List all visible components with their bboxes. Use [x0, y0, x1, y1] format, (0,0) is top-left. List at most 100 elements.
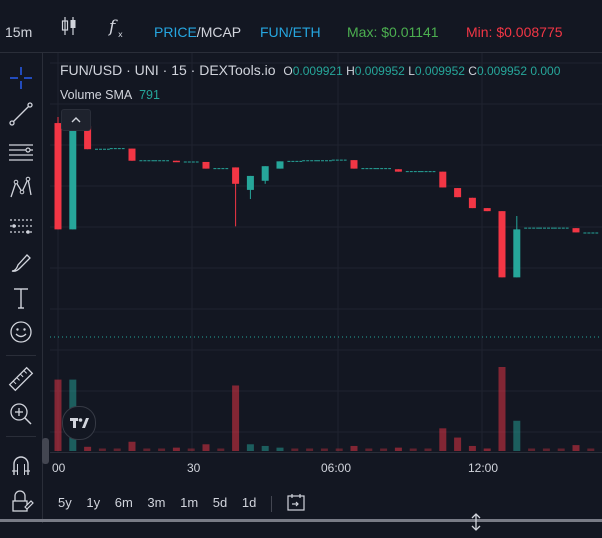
lock-drawings-icon[interactable] — [6, 485, 36, 515]
volume-bar — [409, 448, 417, 451]
text-icon[interactable] — [6, 283, 36, 313]
high-value: 0.009952 — [354, 64, 405, 78]
max-price-label: Max: $0.01141 — [347, 24, 439, 40]
trendline-icon[interactable] — [6, 99, 36, 129]
volume-bar — [98, 448, 106, 451]
range-5d-button[interactable]: 5d — [212, 494, 228, 510]
emoji-icon[interactable] — [6, 317, 36, 347]
volume-bar — [306, 448, 314, 451]
low-key: L — [408, 64, 415, 78]
volume-bar — [483, 448, 491, 451]
forecast-icon[interactable] — [6, 210, 36, 240]
volume-bar — [113, 448, 121, 451]
volume-bar — [394, 447, 402, 451]
range-1d-button[interactable]: 1d — [241, 494, 257, 510]
candle-body — [468, 197, 476, 209]
close-value: 0.009952 0.000 — [476, 64, 561, 78]
tradingview-logo[interactable] — [62, 406, 96, 440]
candle-body — [454, 188, 462, 198]
candle-body — [202, 161, 210, 169]
candle-body — [54, 123, 62, 230]
candle-body — [439, 171, 447, 188]
resize-icon[interactable] — [468, 512, 484, 532]
high-key: H — [346, 64, 355, 78]
chart-legend: FUN/USD · UNI · 15 · DEXTools.io O0.0099… — [60, 62, 560, 78]
volume-bar — [468, 445, 476, 451]
volume-bar — [365, 448, 373, 451]
interval-button[interactable]: 15m — [5, 24, 33, 40]
range-3m-button[interactable]: 3m — [147, 494, 166, 510]
volume-bar — [187, 448, 195, 451]
volume-bar — [246, 444, 254, 451]
volume-bar — [335, 448, 343, 451]
fun-eth-toggle[interactable]: FUN/ETH — [260, 24, 321, 40]
svg-text:x: x — [118, 30, 123, 39]
collapse-legend-button[interactable] — [61, 109, 91, 131]
candle-body — [498, 211, 506, 278]
date-range-bar: 5y 1y 6m 3m 1m 5d 1d — [58, 492, 306, 512]
volume-bar — [320, 448, 328, 451]
toolbar-separator — [6, 436, 36, 437]
candle-body — [572, 228, 580, 233]
volume-legend[interactable]: Volume SMA 791 — [60, 88, 160, 102]
toolbar-separator — [6, 355, 36, 356]
candles-style-icon[interactable] — [60, 16, 78, 36]
mcap-option: MCAP — [200, 24, 242, 40]
time-label: 06:00 — [321, 461, 352, 475]
volume-value: 791 — [139, 88, 160, 102]
brush-icon[interactable] — [6, 247, 36, 277]
volume-bar — [172, 447, 180, 451]
magnet-icon[interactable] — [6, 450, 36, 480]
volume-bar — [528, 448, 536, 451]
range-5y-button[interactable]: 5y — [58, 494, 72, 510]
candle-body — [261, 166, 269, 181]
pane-divider[interactable] — [0, 519, 602, 522]
volume-bar — [572, 445, 580, 451]
volume-bar — [54, 379, 62, 451]
ruler-icon[interactable] — [6, 364, 36, 394]
range-1m-button[interactable]: 1m — [180, 494, 199, 510]
volume-bar — [202, 444, 210, 451]
volume-bar — [513, 420, 521, 451]
volume-bar — [158, 448, 166, 451]
open-value: 0.009921 — [292, 64, 343, 78]
crosshair-icon[interactable] — [6, 63, 36, 93]
range-1y-button[interactable]: 1y — [86, 494, 101, 510]
zoom-in-icon[interactable] — [6, 399, 36, 429]
goto-date-icon[interactable] — [286, 492, 306, 515]
volume-bar — [291, 448, 299, 451]
candle-body — [128, 148, 136, 161]
volume-bar — [439, 428, 447, 451]
volume-bar — [350, 445, 358, 451]
horizontal-lines-icon[interactable] — [6, 137, 36, 167]
toolbar-scroll-handle[interactable] — [42, 438, 49, 464]
time-label: 12:00 — [468, 461, 499, 475]
volume-bar — [424, 448, 432, 451]
candle-body — [276, 161, 284, 169]
volume-bar — [232, 385, 240, 451]
volume-bar — [498, 367, 506, 451]
price-mcap-toggle[interactable]: PRICE/MCAP — [154, 0, 241, 52]
low-value: 0.009952 — [414, 64, 465, 78]
candle-body — [232, 167, 240, 184]
candle-body — [513, 229, 521, 278]
volume-bar — [84, 446, 92, 451]
volume-bar — [276, 447, 284, 451]
range-6m-button[interactable]: 6m — [114, 494, 133, 510]
candle-body — [84, 126, 92, 150]
candle-body — [69, 126, 77, 230]
volume-bar — [587, 448, 595, 451]
open-key: O — [283, 64, 293, 78]
pattern-icon[interactable] — [6, 173, 36, 203]
price-chart[interactable] — [50, 53, 602, 453]
svg-text:f: f — [108, 17, 118, 37]
candle-body — [246, 175, 254, 190]
tradingview-logo-icon — [70, 418, 89, 428]
volume-bar — [542, 448, 550, 451]
time-axis[interactable]: 00 30 06:00 12:00 — [50, 452, 602, 479]
candle-body — [172, 160, 180, 163]
price-option: PRICE — [154, 24, 197, 40]
symbol-title[interactable]: FUN/USD · UNI · 15 · DEXTools.io — [60, 62, 276, 78]
